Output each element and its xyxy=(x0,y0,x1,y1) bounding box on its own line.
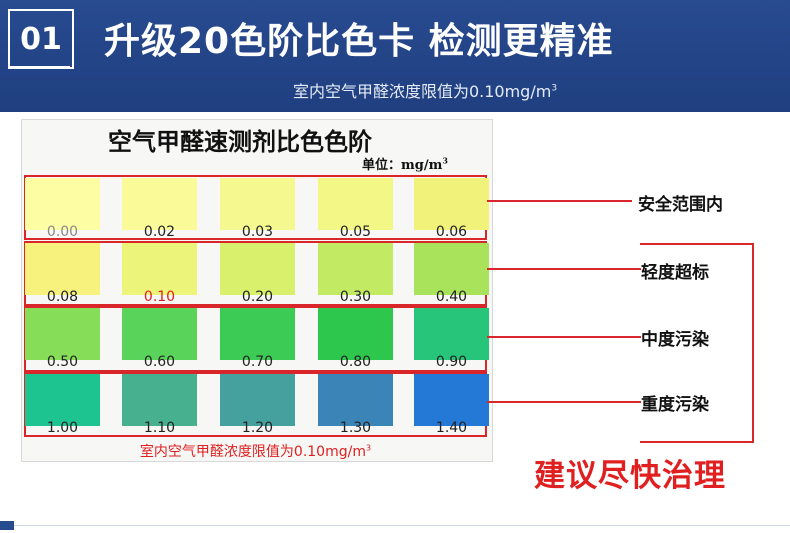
bottom-accent xyxy=(0,521,14,530)
card-unit: 单位：mg/m3 xyxy=(362,154,448,173)
color-swatch xyxy=(25,243,100,295)
swatch-value: 1.40 xyxy=(435,420,468,436)
color-swatch xyxy=(122,308,197,360)
subtitle-sup: 3 xyxy=(551,83,558,94)
color-swatch xyxy=(122,374,197,426)
swatch-value: 0.80 xyxy=(339,354,372,370)
color-swatch xyxy=(122,243,197,295)
connector-heavy xyxy=(487,401,641,403)
color-swatch xyxy=(25,308,100,360)
color-swatch xyxy=(414,308,489,360)
swatch-value: 0.60 xyxy=(143,354,176,370)
color-swatch xyxy=(220,243,295,295)
swatch-value: 0.10 xyxy=(143,289,176,305)
section-number-badge: 01 xyxy=(8,9,74,69)
card-footer-text: 室内空气甲醛浓度限值为0.10mg/m xyxy=(139,444,366,460)
level-label-medium: 中度污染 xyxy=(641,325,709,350)
color-swatch xyxy=(318,374,393,426)
swatch-value: 0.03 xyxy=(241,224,274,240)
color-swatch xyxy=(122,178,197,230)
swatch-value: 0.70 xyxy=(241,354,274,370)
header-banner xyxy=(0,0,790,112)
swatch-value: 0.06 xyxy=(435,224,468,240)
color-swatch xyxy=(220,308,295,360)
swatch-value: 0.00 xyxy=(46,224,79,240)
swatch-value: 1.10 xyxy=(143,420,176,436)
color-swatch xyxy=(414,178,489,230)
swatch-value: 0.90 xyxy=(435,354,468,370)
swatch-value: 0.02 xyxy=(143,224,176,240)
swatch-value: 0.05 xyxy=(339,224,372,240)
color-swatch xyxy=(220,178,295,230)
color-swatch xyxy=(25,178,100,230)
connector-medium xyxy=(487,336,641,338)
subtitle-text: 室内空气甲醛浓度限值为0.10mg/m xyxy=(292,82,552,101)
color-swatch xyxy=(414,243,489,295)
page-subtitle: 室内空气甲醛浓度限值为0.10mg/m3 xyxy=(0,78,790,102)
color-swatch xyxy=(25,374,100,426)
card-footer-sup: 3 xyxy=(365,443,372,453)
badge-underline xyxy=(8,66,70,68)
color-swatch xyxy=(318,178,393,230)
level-label-safe: 安全范围内 xyxy=(638,195,723,215)
section-number: 01 xyxy=(20,21,62,57)
level-label-heavy: 重度污染 xyxy=(641,390,709,415)
swatch-value: 0.50 xyxy=(46,354,79,370)
swatch-value: 1.30 xyxy=(339,420,372,436)
swatch-value: 1.00 xyxy=(46,420,79,436)
card-unit-sup: 3 xyxy=(442,155,448,166)
swatch-value: 0.40 xyxy=(435,289,468,305)
card-unit-text: 单位：mg/m xyxy=(362,158,443,173)
swatch-value: 0.08 xyxy=(46,289,79,305)
color-swatch xyxy=(318,308,393,360)
color-swatch xyxy=(414,374,489,426)
connector-light xyxy=(487,268,641,270)
swatch-value: 1.20 xyxy=(241,420,274,436)
bottom-rule xyxy=(0,525,790,526)
card-footer-note: 室内空气甲醛浓度限值为0.10mg/m3 xyxy=(24,441,487,461)
advice-text: 建议尽快治理 xyxy=(534,458,726,494)
level-label-light: 轻度超标 xyxy=(641,258,709,283)
card-title: 空气甲醛速测剂比色色阶 xyxy=(108,127,372,156)
level-bracket xyxy=(640,243,754,443)
color-swatch xyxy=(318,243,393,295)
connector-safe xyxy=(487,200,632,202)
swatch-value: 0.30 xyxy=(339,289,372,305)
color-swatch xyxy=(220,374,295,426)
page-title: 升级20色阶比色卡 检测更精准 xyxy=(104,21,614,62)
swatch-value: 0.20 xyxy=(241,289,274,305)
